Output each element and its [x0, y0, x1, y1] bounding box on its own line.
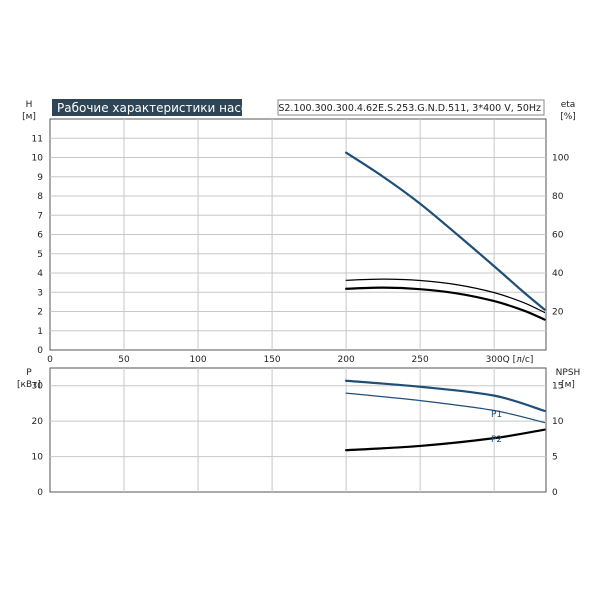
y-left-tick-label: 4 — [37, 269, 43, 279]
x-tick-label: 50 — [118, 355, 130, 365]
upper-plot-series — [345, 151, 546, 321]
upper-right-axis-unit: [%] — [560, 112, 576, 122]
x-axis-label: Q [л/с] — [503, 355, 534, 365]
y-left-tick-label: 10 — [32, 453, 44, 463]
series-label-p2: P2 — [491, 435, 502, 445]
x-tick-label: 200 — [338, 355, 355, 365]
lower-left-axis-label: P — [26, 368, 32, 378]
y-right-tick-label: 0 — [552, 488, 558, 498]
y-left-tick-label: 11 — [32, 134, 43, 144]
series-line-1-0 — [345, 379, 546, 412]
y-right-tick-label: 60 — [552, 231, 564, 241]
y-left-tick-label: 2 — [37, 308, 43, 318]
chart-title: Рабочие характеристики насоса — [57, 101, 262, 115]
upper-right-axis-label: eta — [561, 100, 576, 110]
y-left-tick-label: 5 — [37, 250, 43, 260]
y-left-tick-label: 0 — [37, 488, 43, 498]
series-label-p1: P1 — [491, 410, 502, 420]
y-right-tick-label: 40 — [552, 269, 564, 279]
series-line-1-2 — [345, 428, 546, 452]
x-tick-label: 250 — [412, 355, 429, 365]
lower-right-axis-unit: [м] — [561, 380, 575, 390]
y-left-tick-label: 6 — [37, 231, 43, 241]
y-left-tick-label: 8 — [37, 192, 43, 202]
upper-left-axis-unit: [м] — [22, 112, 36, 122]
x-tick-label: 150 — [263, 355, 280, 365]
upper-plot-ticks: 0 50 100 150 200 250 300 0 1 2 3 4 5 6 7 8 9 10 11 20 40 60 80… — [32, 134, 570, 365]
lower-plot-grid — [50, 368, 546, 492]
upper-left-axis-label: H — [26, 100, 33, 110]
y-left-tick-label: 1 — [37, 327, 43, 337]
y-right-tick-label: 80 — [552, 192, 564, 202]
y-right-tick-label: 5 — [552, 453, 558, 463]
lower-left-axis-unit: [кВт] — [17, 380, 41, 390]
lower-plot-ticks: 0 10 20 30 0 5 10 15 — [32, 382, 564, 498]
y-left-tick-label: 9 — [37, 173, 43, 183]
y-right-tick-label: 15 — [552, 382, 563, 392]
y-right-tick-label: 100 — [552, 154, 569, 164]
x-tick-label: 0 — [47, 355, 53, 365]
y-right-tick-label: 20 — [552, 308, 564, 318]
x-tick-label: 300 — [486, 355, 503, 365]
series-line-1-1 — [345, 392, 546, 424]
lower-plot-frame — [49, 367, 547, 493]
x-tick-label: 100 — [189, 355, 206, 365]
y-left-tick-label: 7 — [37, 211, 43, 221]
model-label: S2.100.300.300.4.62E.S.253.G.N.D.511, 3*… — [278, 103, 541, 114]
lower-plot-series — [345, 379, 546, 452]
y-left-tick-label: 10 — [32, 154, 44, 164]
y-left-tick-label: 0 — [37, 346, 43, 356]
model-label-box — [277, 99, 545, 116]
y-left-tick-label: 20 — [32, 417, 44, 427]
series-line-0-0 — [345, 151, 546, 311]
chart-title-background — [52, 99, 242, 116]
y-left-tick-label: 3 — [37, 288, 43, 298]
series-line-0-2 — [345, 286, 546, 321]
y-left-tick-label: 30 — [32, 382, 44, 392]
upper-plot-grid — [50, 119, 546, 350]
lower-right-axis-label: NPSH — [556, 368, 581, 378]
y-right-tick-label: 10 — [552, 417, 564, 427]
series-line-0-1 — [345, 278, 546, 314]
